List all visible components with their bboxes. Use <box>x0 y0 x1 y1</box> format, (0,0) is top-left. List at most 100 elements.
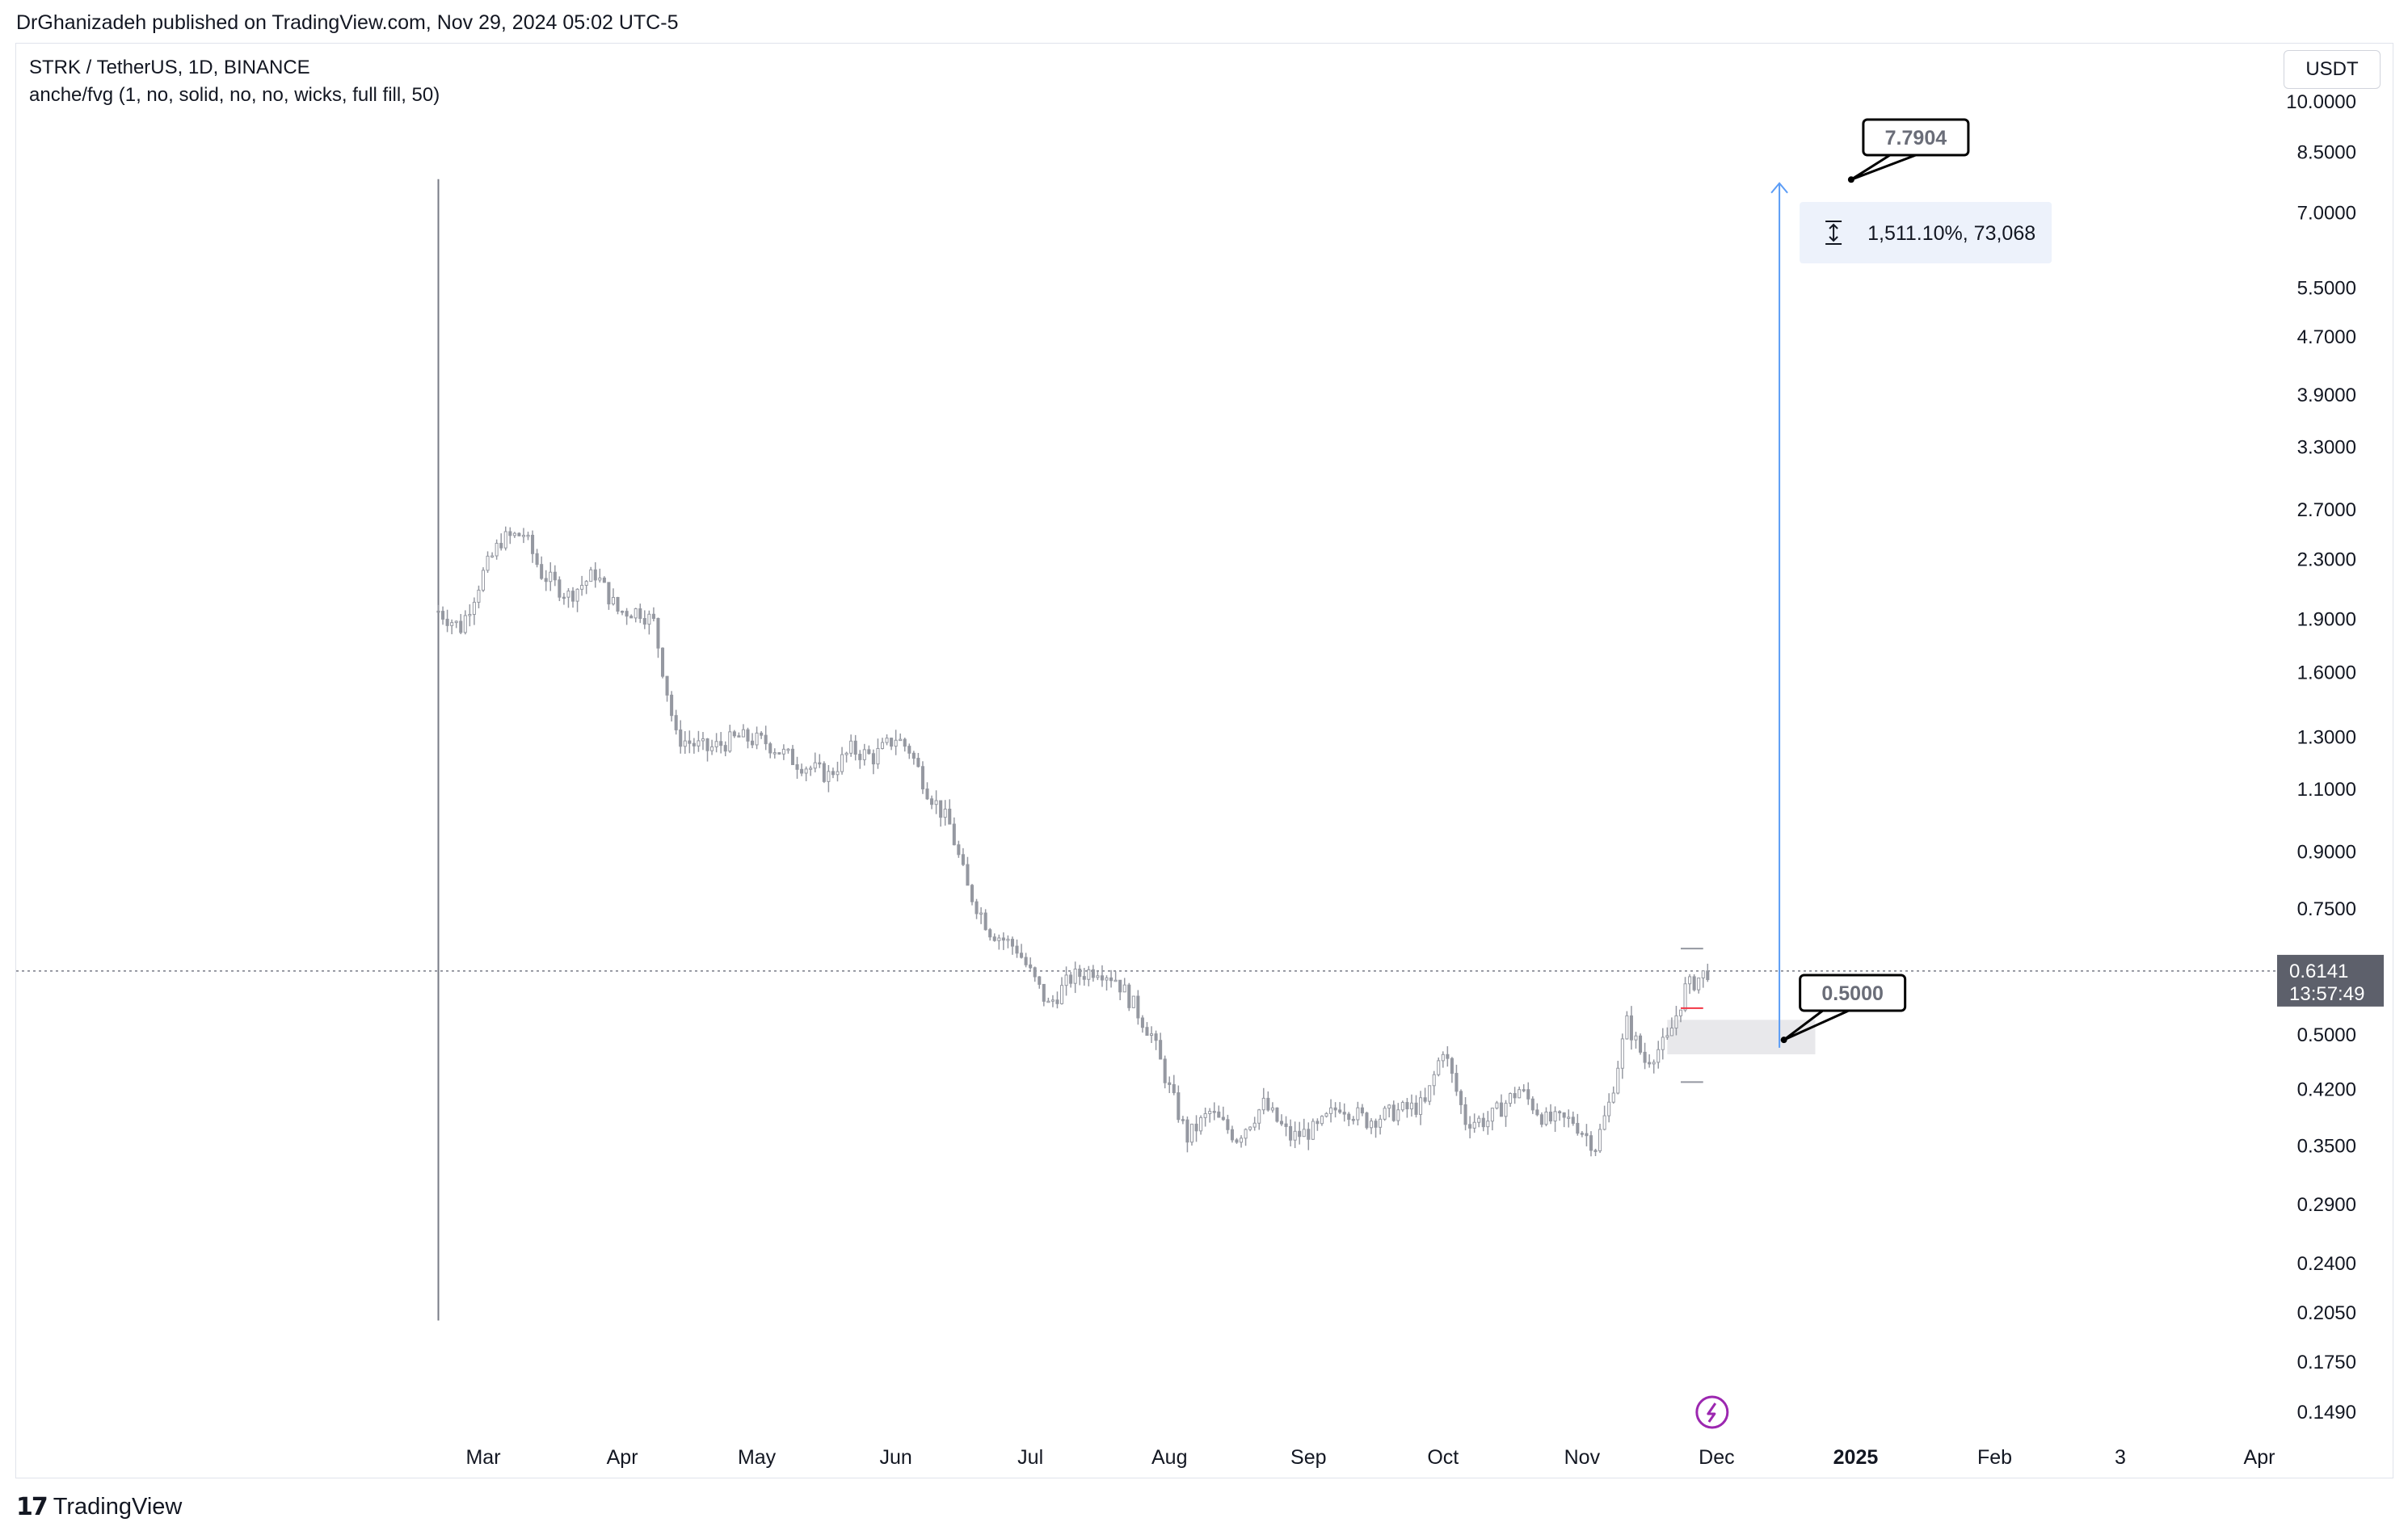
candle-body <box>445 618 449 626</box>
candle-body <box>1589 1135 1593 1151</box>
candle-body <box>1289 1125 1293 1141</box>
candle-body <box>966 864 970 886</box>
candle-body <box>1639 1035 1643 1053</box>
price-axis[interactable]: 10.0000 8.5000 7.0000 5.5000 4.7000 3.9000 3.3… <box>2286 91 2356 1424</box>
candle-body <box>679 729 683 747</box>
candle-body <box>1625 1015 1629 1040</box>
candle-body <box>705 738 709 751</box>
candle-body <box>656 617 660 649</box>
candle-body <box>719 741 723 746</box>
candle-body <box>692 742 696 746</box>
candle-body <box>1567 1117 1571 1119</box>
candle-body <box>1620 1038 1624 1069</box>
indicator-legend[interactable]: anche/fvg (1, no, solid, no, no, wicks, … <box>29 84 440 106</box>
candle-body <box>1203 1112 1207 1118</box>
time-tick-label: Dec <box>1699 1446 1734 1469</box>
time-axis[interactable]: Mar Apr May Jun Jul Aug Sep Oct Nov Dec 2025 Feb 3 Ap… <box>465 1446 2275 1469</box>
candle-body <box>1140 1017 1144 1028</box>
candle-body <box>616 596 620 612</box>
candle-body <box>737 735 741 738</box>
candle-body <box>1136 995 1140 1019</box>
candle-body <box>1701 970 1705 978</box>
candle-body <box>1548 1111 1553 1122</box>
support-label: 0.5000 <box>1821 982 1883 1005</box>
target-callout[interactable]: 7.7904 <box>1847 118 1970 183</box>
candle-body <box>1333 1107 1337 1111</box>
price-tick-label: 4.7000 <box>2297 326 2356 348</box>
candle-body <box>911 752 916 759</box>
price-tick-label: 1.1000 <box>2297 779 2356 801</box>
price-tick-label: 1.3000 <box>2297 727 2356 749</box>
candle-body <box>553 571 557 581</box>
candle-body <box>1324 1112 1328 1117</box>
candle-body <box>1558 1111 1562 1113</box>
publish-info: DrGhanizadeh published on TradingView.co… <box>16 11 679 34</box>
symbol-legend[interactable]: STRK / TetherUS, 1D, BINANCE <box>29 57 310 78</box>
price-tick-label: 7.0000 <box>2297 203 2356 225</box>
support-callout[interactable]: 0.5000 <box>1780 974 1907 1044</box>
candle-body <box>997 937 1001 941</box>
candle-body <box>764 734 768 745</box>
candle-body <box>1669 1027 1673 1037</box>
candle-body <box>1459 1091 1463 1105</box>
currency-button[interactable]: USDT <box>2284 50 2381 89</box>
candle-body <box>1598 1129 1602 1152</box>
candle-body <box>1405 1102 1409 1110</box>
candle-body <box>1127 984 1131 1008</box>
candle-body <box>1509 1093 1513 1104</box>
candle-body <box>1396 1109 1400 1121</box>
measure-label[interactable]: 1,511.10%, 73,068 <box>1800 202 2052 263</box>
candle-body <box>876 747 880 765</box>
candle-body <box>1379 1118 1383 1128</box>
candle-body <box>1320 1116 1324 1125</box>
candle-body <box>961 854 965 865</box>
candle-body <box>1454 1073 1459 1092</box>
candle-body <box>790 748 795 765</box>
candle-body <box>688 740 692 744</box>
candle-body <box>939 800 943 818</box>
candle-body <box>490 555 495 558</box>
candle-body <box>651 613 655 619</box>
candle-body <box>827 771 831 782</box>
candle-body <box>844 752 848 755</box>
candle-body <box>499 542 503 549</box>
candle-body <box>1172 1083 1176 1094</box>
flash-icon[interactable] <box>1695 1395 1729 1429</box>
candle-body <box>983 912 987 931</box>
candle-body <box>1221 1117 1225 1121</box>
candle-body <box>1490 1108 1494 1122</box>
candle-body <box>1499 1102 1503 1117</box>
candle-body <box>1100 975 1104 981</box>
candle-body <box>512 532 516 536</box>
candle-body <box>634 608 638 619</box>
candle-body <box>1244 1129 1248 1139</box>
candle-body <box>1526 1089 1530 1100</box>
candle-body <box>880 742 885 749</box>
candle-body <box>1307 1129 1311 1140</box>
candle-body <box>441 611 445 620</box>
tradingview-brand[interactable]: 𝟭𝟳 TradingView <box>16 1493 182 1521</box>
chart-pane[interactable] <box>15 43 2393 1478</box>
candle-body <box>992 936 996 941</box>
candle-body <box>710 746 714 751</box>
measure-arrow-head <box>1770 182 1788 194</box>
candle-body <box>714 741 718 747</box>
fvg-markers <box>1680 948 1703 1083</box>
candle-body <box>840 754 844 772</box>
candle-body <box>858 754 862 760</box>
candle-body <box>642 618 646 625</box>
candle-body <box>1342 1112 1346 1115</box>
candle-body <box>468 613 472 616</box>
time-tick-label: Mar <box>465 1446 500 1469</box>
candle-body <box>1122 984 1126 993</box>
candle-body <box>1042 983 1046 1002</box>
candle-body <box>1585 1133 1589 1137</box>
candle-body <box>1522 1089 1526 1091</box>
candle-body <box>1678 1009 1683 1016</box>
candle-body <box>1347 1113 1351 1120</box>
candle-body <box>1593 1150 1598 1152</box>
fvg-zone[interactable] <box>1667 1020 1816 1055</box>
bar-countdown: 13:57:49 <box>2289 983 2364 1005</box>
candle-body <box>1665 1035 1669 1038</box>
